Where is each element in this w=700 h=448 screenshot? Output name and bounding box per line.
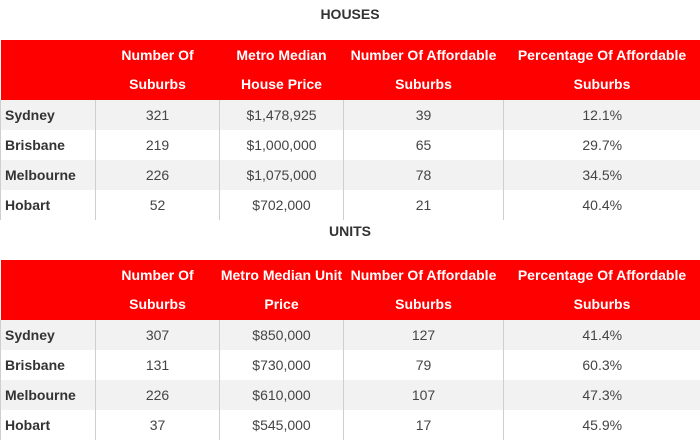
affordable-count-cell: 79 <box>343 350 504 380</box>
suburbs-cell: 321 <box>95 100 220 130</box>
city-cell: Melbourne <box>0 160 96 190</box>
table-row: Sydney 307 $850,000 127 41.4% <box>0 320 700 350</box>
affordable-count-cell: 17 <box>343 410 504 440</box>
houses-header-suburbs: Number Of Suburbs <box>95 40 220 100</box>
suburbs-cell: 307 <box>95 320 220 350</box>
units-header-median-price: Metro Median Unit Price <box>219 260 344 320</box>
houses-table: Number Of Suburbs Metro Median House Pri… <box>0 40 700 220</box>
price-cell: $610,000 <box>219 380 344 410</box>
affordable-count-cell: 21 <box>343 190 504 220</box>
units-header-affordable-count: Number Of Affordable Suburbs <box>343 260 504 320</box>
table-row: Brisbane 131 $730,000 79 60.3% <box>0 350 700 380</box>
houses-title: HOUSES <box>320 6 380 22</box>
price-cell: $730,000 <box>219 350 344 380</box>
affordable-count-cell: 39 <box>343 100 504 130</box>
city-cell: Brisbane <box>0 350 96 380</box>
price-cell: $545,000 <box>219 410 344 440</box>
affordable-count-cell: 65 <box>343 130 504 160</box>
units-section: UNITS Number Of Suburbs Metro Median Uni… <box>0 220 700 440</box>
city-cell: Hobart <box>0 190 96 220</box>
suburbs-cell: 131 <box>95 350 220 380</box>
price-cell: $1,000,000 <box>219 130 344 160</box>
city-cell: Sydney <box>0 320 96 350</box>
units-table: Number Of Suburbs Metro Median Unit Pric… <box>0 260 700 440</box>
affordable-count-cell: 127 <box>343 320 504 350</box>
affordable-pct-cell: 60.3% <box>503 350 700 380</box>
table-row: Hobart 52 $702,000 21 40.4% <box>0 190 700 220</box>
city-cell: Sydney <box>0 100 96 130</box>
suburbs-cell: 226 <box>95 160 220 190</box>
table-row: Brisbane 219 $1,000,000 65 29.7% <box>0 130 700 160</box>
price-cell: $1,075,000 <box>219 160 344 190</box>
table-row: Sydney 321 $1,478,925 39 12.1% <box>0 100 700 130</box>
houses-section: HOUSES Number Of Suburbs Metro Median Ho… <box>0 0 700 220</box>
affordable-count-cell: 78 <box>343 160 504 190</box>
units-header-row: Number Of Suburbs Metro Median Unit Pric… <box>0 260 700 320</box>
affordable-pct-cell: 29.7% <box>503 130 700 160</box>
houses-header-affordable-pct: Percentage Of Affordable Suburbs <box>503 40 700 100</box>
affordable-pct-cell: 12.1% <box>503 100 700 130</box>
units-header-affordable-pct: Percentage Of Affordable Suburbs <box>503 260 700 320</box>
houses-header-empty <box>0 40 96 100</box>
units-header-suburbs: Number Of Suburbs <box>95 260 220 320</box>
suburbs-cell: 37 <box>95 410 220 440</box>
houses-header-row: Number Of Suburbs Metro Median House Pri… <box>0 40 700 100</box>
affordable-pct-cell: 47.3% <box>503 380 700 410</box>
price-cell: $702,000 <box>219 190 344 220</box>
houses-header-median-price: Metro Median House Price <box>219 40 344 100</box>
affordable-count-cell: 107 <box>343 380 504 410</box>
suburbs-cell: 219 <box>95 130 220 160</box>
houses-header-affordable-count: Number Of Affordable Suburbs <box>343 40 504 100</box>
affordable-pct-cell: 40.4% <box>503 190 700 220</box>
affordable-pct-cell: 34.5% <box>503 160 700 190</box>
units-title: UNITS <box>329 223 371 239</box>
city-cell: Brisbane <box>0 130 96 160</box>
affordable-pct-cell: 45.9% <box>503 410 700 440</box>
price-cell: $850,000 <box>219 320 344 350</box>
table-row: Melbourne 226 $610,000 107 47.3% <box>0 380 700 410</box>
suburbs-cell: 226 <box>95 380 220 410</box>
city-cell: Hobart <box>0 410 96 440</box>
city-cell: Melbourne <box>0 380 96 410</box>
table-row: Hobart 37 $545,000 17 45.9% <box>0 410 700 440</box>
price-cell: $1,478,925 <box>219 100 344 130</box>
units-header-empty <box>0 260 96 320</box>
table-row: Melbourne 226 $1,075,000 78 34.5% <box>0 160 700 190</box>
affordable-pct-cell: 41.4% <box>503 320 700 350</box>
suburbs-cell: 52 <box>95 190 220 220</box>
